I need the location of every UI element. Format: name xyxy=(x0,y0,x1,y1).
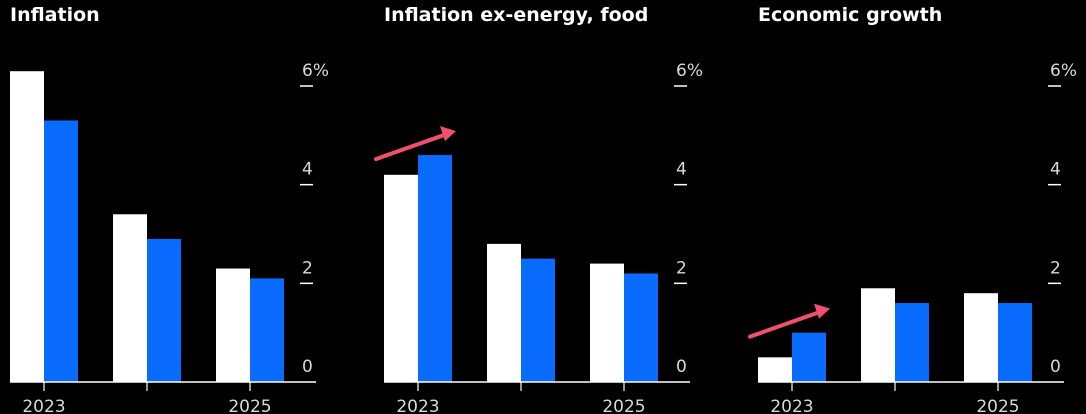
y-tick-label: 6% xyxy=(1050,61,1077,81)
y-tick-label: 2 xyxy=(1050,258,1061,278)
bar-series-a xyxy=(964,293,998,382)
bar-series-b xyxy=(250,278,284,382)
bar-series-a xyxy=(113,214,147,382)
bar-series-a xyxy=(384,174,418,382)
trend-arrow-shaft xyxy=(374,133,446,162)
y-tick-label: 4 xyxy=(1050,160,1061,180)
y-tick-label: 6% xyxy=(302,61,329,81)
bar-series-b xyxy=(624,273,658,382)
y-tick-label: 6% xyxy=(676,61,703,81)
panel-title-core-inflation: Inflation ex-energy, food xyxy=(384,4,649,26)
bar-series-a xyxy=(216,268,250,382)
panel-title-inflation: Inflation xyxy=(10,4,100,26)
x-tick-label: 2023 xyxy=(396,397,439,414)
x-tick-label: 2025 xyxy=(976,397,1019,414)
bar-series-b xyxy=(998,303,1032,382)
bar-series-b xyxy=(147,238,181,382)
trend-arrow-shaft xyxy=(748,310,820,339)
y-tick-label: 2 xyxy=(302,258,313,278)
trend-arrow-head xyxy=(814,303,830,319)
y-tick-label: 4 xyxy=(302,160,313,180)
bar-series-b xyxy=(521,258,555,382)
y-tick-label: 4 xyxy=(676,160,687,180)
bar-series-b xyxy=(418,155,452,382)
bar-series-b xyxy=(895,303,929,382)
bar-series-a xyxy=(861,288,895,382)
bar-series-b xyxy=(44,120,78,383)
x-tick-label: 2023 xyxy=(22,397,65,414)
bar-series-b xyxy=(792,332,826,382)
x-tick-label: 2025 xyxy=(602,397,645,414)
trend-arrow-head xyxy=(440,126,456,142)
y-tick-label: 2 xyxy=(676,258,687,278)
x-tick-label: 2023 xyxy=(770,397,813,414)
bar-series-a xyxy=(10,71,44,382)
x-tick-label: 2025 xyxy=(228,397,271,414)
y-tick-label: 0 xyxy=(302,357,313,377)
bar-series-a xyxy=(590,263,624,382)
bar-series-a xyxy=(487,243,521,382)
panel-title-economic-growth: Economic growth xyxy=(758,4,943,26)
y-tick-label: 0 xyxy=(676,357,687,377)
bar-series-a xyxy=(758,357,792,382)
y-tick-label: 0 xyxy=(1050,357,1061,377)
